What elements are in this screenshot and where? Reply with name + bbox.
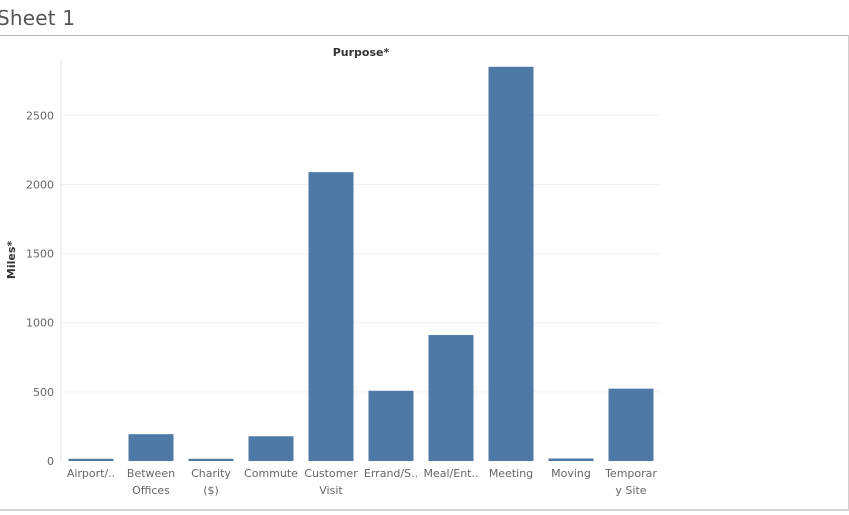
y-tick-label: 1000 xyxy=(26,317,54,330)
y-tick-label: 0 xyxy=(47,455,54,468)
y-tick-label: 2500 xyxy=(26,109,54,122)
x-tick-label-line: Meal/Ent.. xyxy=(424,467,479,480)
x-tick-label: Customer Visit xyxy=(304,467,358,497)
x-tick-label-line: Offices xyxy=(132,484,170,497)
title-divider xyxy=(0,35,849,36)
x-tick-label: Meeting xyxy=(489,467,533,480)
bar[interactable] xyxy=(428,335,474,461)
bars[interactable] xyxy=(68,66,654,462)
x-tick-label: Temporar y Site xyxy=(604,467,657,497)
bar[interactable] xyxy=(68,458,114,461)
bar[interactable] xyxy=(188,458,234,461)
x-tick-label-line: y Site xyxy=(615,484,646,497)
x-tick-label-line: Customer xyxy=(304,467,358,480)
x-tick-label-line: Visit xyxy=(319,484,343,497)
y-tick-label: 1500 xyxy=(26,248,54,261)
bar[interactable] xyxy=(608,388,654,461)
x-tick-label-line: Charity xyxy=(191,467,231,480)
bar[interactable] xyxy=(548,458,594,461)
x-tick-label: Charity ($) xyxy=(191,467,231,497)
bar[interactable] xyxy=(128,434,174,461)
x-tick-label-line: Commute xyxy=(244,467,298,480)
y-tick-label: 2000 xyxy=(26,178,54,191)
x-tick-label-line: Meeting xyxy=(489,467,533,480)
x-tick-label-line: Temporar xyxy=(604,467,657,480)
x-tick-label: Moving xyxy=(551,467,591,480)
bar[interactable] xyxy=(248,436,294,461)
sheet-title: Sheet 1 xyxy=(0,6,76,30)
x-tick-label-line: Moving xyxy=(551,467,591,480)
x-tick-label-line: ($) xyxy=(203,484,219,497)
bar[interactable] xyxy=(488,66,534,462)
x-tick-label-line: Airport/.. xyxy=(67,467,115,480)
y-axis-label: Miles* xyxy=(5,241,18,279)
bottom-border xyxy=(0,509,849,511)
bar[interactable] xyxy=(368,390,414,461)
gridlines xyxy=(61,114,661,393)
bar[interactable] xyxy=(308,172,354,461)
x-tick-label: Errand/S.. xyxy=(364,467,418,480)
x-tick-label: Meal/Ent.. xyxy=(424,467,479,480)
x-tick-labels: Airport/.. Between Offices Charity ($) Commut… xyxy=(67,467,658,497)
chart-title: Purpose* xyxy=(333,46,390,59)
x-tick-label-line: Errand/S.. xyxy=(364,467,418,480)
x-tick-label: Commute xyxy=(244,467,298,480)
x-tick-label: Airport/.. xyxy=(67,467,115,480)
y-tick-label: 500 xyxy=(33,386,54,399)
x-tick-label-line: Between xyxy=(127,467,175,480)
x-tick-label: Between Offices xyxy=(127,467,175,497)
y-tick-labels: 0 500 1000 1500 2000 2500 xyxy=(26,109,54,468)
